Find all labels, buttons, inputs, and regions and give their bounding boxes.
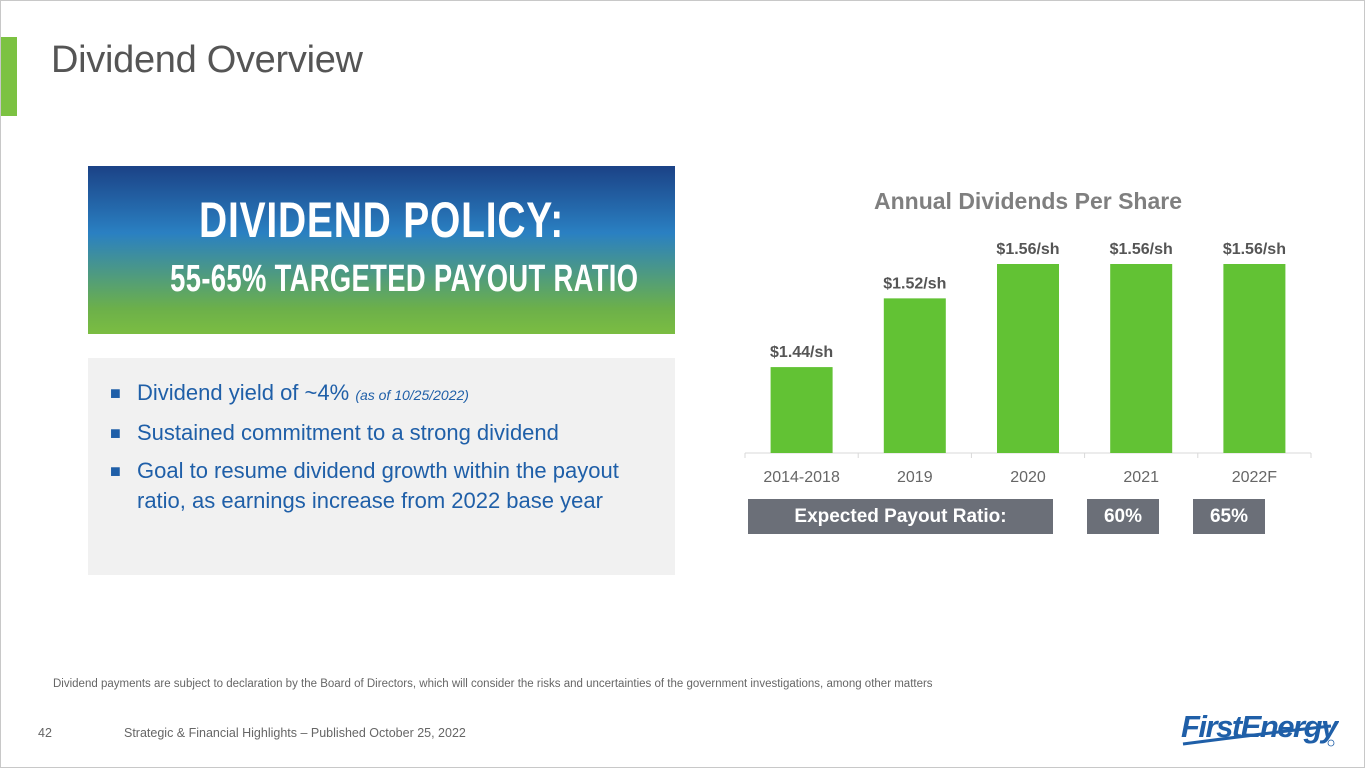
bar-2014-2018 bbox=[770, 367, 833, 453]
square-bullet-icon: ■ bbox=[110, 461, 121, 481]
category-label-2020: 2020 bbox=[1010, 469, 1046, 486]
data-label-2022F: $1.56/sh bbox=[1223, 241, 1286, 258]
category-label-2021: 2021 bbox=[1123, 469, 1159, 486]
title-accent-bar bbox=[1, 37, 17, 116]
footnote: Dividend payments are subject to declara… bbox=[53, 678, 933, 690]
bullet-item: ■ Dividend yield of ~4% (as of 10/25/202… bbox=[110, 378, 650, 410]
bar-2021 bbox=[1110, 264, 1173, 453]
bar-2019 bbox=[883, 298, 946, 453]
payout-ratio-2022: 65% bbox=[1193, 499, 1265, 534]
chart-title: Annual Dividends Per Share bbox=[873, 188, 1183, 214]
page-title: Dividend Overview bbox=[51, 39, 363, 81]
policy-subheading: 55-65% Targeted Payout Ratio bbox=[170, 258, 639, 300]
bullet-item: ■ Sustained commitment to a strong divid… bbox=[110, 418, 650, 448]
firstenergy-logo: FirstEnergy bbox=[1181, 709, 1339, 747]
bullet-panel: ■ Dividend yield of ~4% (as of 10/25/202… bbox=[88, 358, 675, 575]
bullet-text: Dividend yield of ~4% bbox=[137, 380, 350, 405]
data-label-2020: $1.56/sh bbox=[996, 241, 1059, 258]
data-label-2021: $1.56/sh bbox=[1110, 241, 1173, 258]
bar-2020 bbox=[997, 264, 1059, 453]
square-bullet-icon: ■ bbox=[110, 383, 121, 403]
square-bullet-icon: ■ bbox=[110, 423, 121, 443]
dividend-policy-banner: Dividend Policy: 55-65% Targeted Payout … bbox=[88, 166, 675, 334]
bullet-text: Goal to resume dividend growth within th… bbox=[137, 458, 619, 513]
payout-ratio-label: Expected Payout Ratio: bbox=[748, 499, 1053, 534]
bullet-item: ■ Goal to resume dividend growth within … bbox=[110, 456, 650, 516]
data-label-2014-2018: $1.44/sh bbox=[770, 344, 833, 361]
category-label-2019: 2019 bbox=[897, 469, 933, 486]
data-label-2019: $1.52/sh bbox=[883, 275, 946, 292]
bullet-list: ■ Dividend yield of ~4% (as of 10/25/202… bbox=[110, 378, 650, 524]
dividends-bar-chart: $1.44/sh 2014-2018 $1.52/sh 2019 $1.56/sh 202… bbox=[744, 241, 1312, 486]
bullet-note: (as of 10/25/2022) bbox=[355, 387, 469, 403]
category-label-2022F: 2022F bbox=[1232, 469, 1278, 486]
policy-heading: Dividend Policy: bbox=[199, 192, 564, 248]
logo-wordmark: FirstEnergy bbox=[1181, 709, 1339, 744]
bar-2022F bbox=[1223, 264, 1286, 453]
bullet-text: Sustained commitment to a strong dividen… bbox=[137, 420, 559, 445]
payout-ratio-2021: 60% bbox=[1087, 499, 1159, 534]
page-number: 42 bbox=[38, 726, 52, 740]
category-label-2014-2018: 2014-2018 bbox=[763, 469, 840, 486]
logo-swoosh bbox=[1182, 724, 1332, 746]
footer-text: Strategic & Financial Highlights – Publi… bbox=[124, 726, 466, 740]
